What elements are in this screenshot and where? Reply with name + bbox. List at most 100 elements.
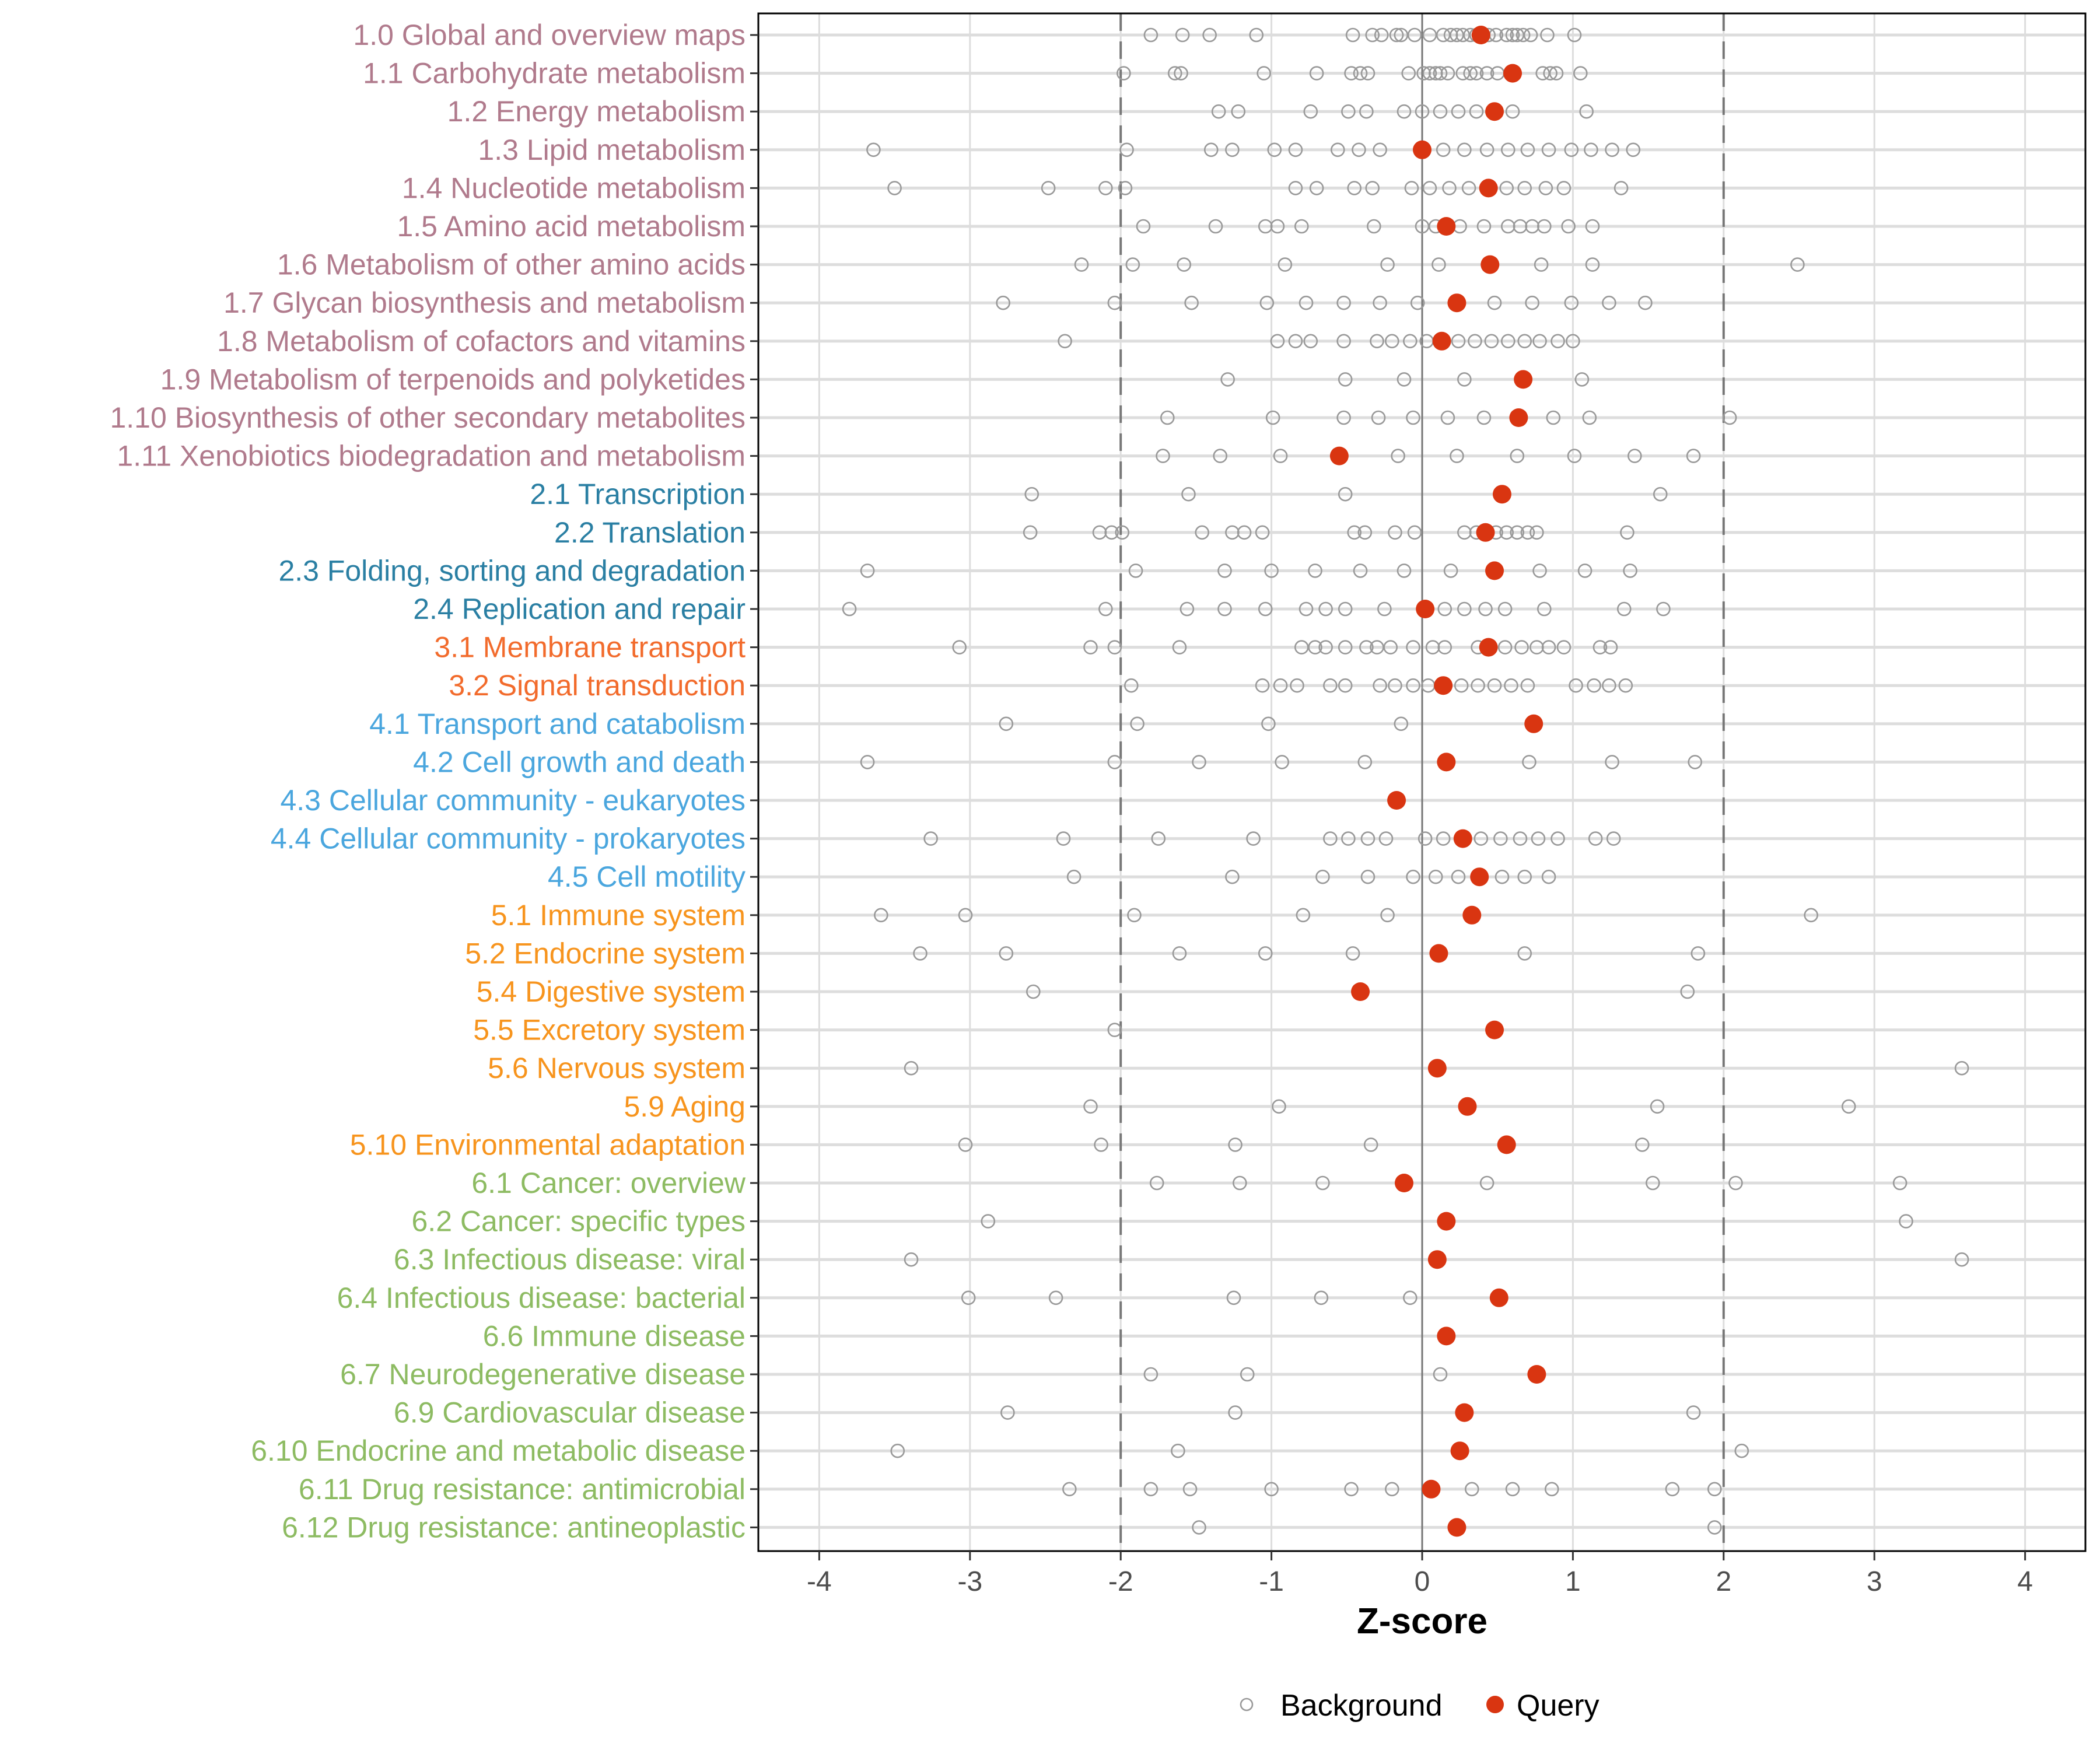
background-point <box>1098 181 1113 195</box>
background-point <box>1314 1290 1329 1306</box>
background-point <box>1237 525 1252 540</box>
background-point <box>1540 27 1555 43</box>
background-point <box>1290 678 1304 693</box>
background-point <box>1534 257 1549 272</box>
query-point <box>1470 867 1489 887</box>
y-tick-label: 3.1 Membrane transport <box>434 631 746 664</box>
background-point <box>1577 564 1592 578</box>
background-point <box>1543 66 1558 80</box>
background-point <box>1273 678 1288 693</box>
background-point <box>1385 334 1399 349</box>
background-point <box>1202 27 1217 43</box>
background-point <box>1353 564 1368 578</box>
background-point <box>1520 142 1535 158</box>
background-point <box>1066 869 1082 884</box>
background-point <box>1383 640 1398 654</box>
y-tick-label: 1.2 Energy metabolism <box>447 95 746 128</box>
background-point <box>1603 640 1618 654</box>
background-point <box>1476 410 1492 425</box>
query-point <box>1394 1174 1413 1192</box>
background-point <box>1520 525 1535 540</box>
data-points <box>842 26 1969 1537</box>
background-point <box>1602 295 1616 310</box>
background-point <box>860 755 875 769</box>
background-point <box>1272 1099 1286 1114</box>
background-point <box>1388 525 1402 540</box>
query-point <box>1492 485 1511 504</box>
background-point <box>1464 1482 1479 1497</box>
background-point <box>1954 1060 1969 1076</box>
query-point <box>1453 829 1472 848</box>
background-point <box>1107 295 1122 310</box>
background-point <box>1500 334 1516 349</box>
background-point <box>1294 219 1309 234</box>
background-point <box>1493 831 1508 846</box>
background-point <box>961 1290 976 1306</box>
background-point <box>1415 104 1430 119</box>
background-point <box>1225 869 1240 884</box>
background-point <box>1394 716 1409 732</box>
background-point <box>1451 334 1466 349</box>
y-tick-label: 2.4 Replication and repair <box>413 593 746 625</box>
background-point <box>1505 1482 1520 1497</box>
background-point <box>1389 27 1404 43</box>
background-point <box>1315 1175 1330 1191</box>
background-point <box>1359 640 1374 654</box>
y-tick-label: 6.9 Cardiovascular disease <box>394 1396 746 1429</box>
background-point <box>1360 831 1376 846</box>
query-point <box>1476 523 1495 542</box>
background-point <box>1537 219 1552 234</box>
background-point <box>999 716 1014 732</box>
background-point <box>1531 831 1546 846</box>
background-point <box>1213 449 1228 463</box>
background-point <box>1463 66 1478 80</box>
background-point <box>1623 564 1637 578</box>
y-tick-label: 6.1 Cancer: overview <box>471 1167 746 1199</box>
background-point <box>1353 66 1368 80</box>
y-tick-label: 3.2 Signal transduction <box>449 669 746 702</box>
background-point <box>1707 1520 1722 1535</box>
background-point <box>1256 66 1271 80</box>
background-point <box>1620 525 1634 540</box>
background-point <box>1443 564 1458 578</box>
background-point <box>1517 946 1532 961</box>
background-point <box>1403 334 1418 349</box>
background-point <box>1428 66 1443 80</box>
background-point <box>1634 1138 1650 1152</box>
background-point <box>1171 1443 1185 1458</box>
background-point <box>1436 831 1451 846</box>
background-point <box>1396 564 1412 578</box>
background-point <box>1433 104 1448 119</box>
background-point <box>1344 1482 1359 1497</box>
legend-background-marker <box>1240 1698 1254 1712</box>
background-point <box>1499 27 1514 43</box>
y-tick-label: 4.4 Cellular community - prokaryotes <box>271 822 746 855</box>
background-point <box>1330 142 1345 158</box>
query-point <box>1422 1479 1441 1499</box>
background-point <box>1530 640 1544 654</box>
query-point <box>1471 26 1490 44</box>
background-point <box>1220 372 1235 387</box>
background-point <box>1579 104 1594 119</box>
background-point <box>1083 1099 1098 1114</box>
background-point <box>1504 678 1518 693</box>
background-point <box>1309 66 1324 80</box>
background-point <box>1228 1405 1242 1420</box>
background-point <box>1614 181 1629 195</box>
background-point <box>1416 66 1431 80</box>
background-point <box>1567 449 1582 463</box>
y-tick-label: 2.3 Folding, sorting and degradation <box>278 554 746 587</box>
background-point <box>1119 142 1134 158</box>
background-point <box>1544 1482 1559 1497</box>
y-tick-label: 6.2 Cancer: specific types <box>412 1205 746 1238</box>
background-point <box>1225 525 1240 540</box>
background-point <box>1341 104 1356 119</box>
background-point <box>1107 755 1122 769</box>
query-point <box>1458 1097 1477 1116</box>
background-point <box>1225 142 1240 158</box>
background-point <box>958 1138 973 1152</box>
x-tick-label: -3 <box>957 1566 982 1597</box>
background-point <box>1359 104 1374 119</box>
query-point <box>1503 64 1522 83</box>
query-point <box>1509 408 1528 427</box>
